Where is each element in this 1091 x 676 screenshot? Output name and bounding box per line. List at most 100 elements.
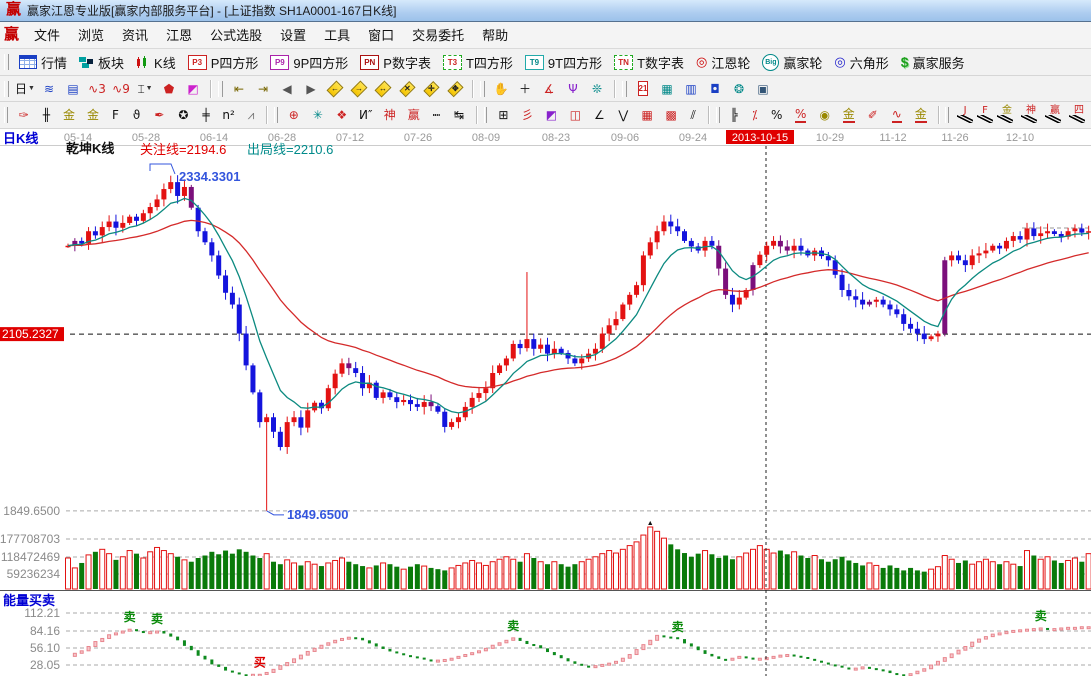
draw-wave-band-button[interactable]: ∿: [885, 104, 909, 126]
nav-memo-button[interactable]: ▥: [679, 78, 703, 100]
draw-brush-button[interactable]: ✑: [12, 104, 36, 126]
nav-zoom-out-x-button[interactable]: ↔: [371, 78, 395, 100]
main-t-number-table-button[interactable]: TN T数字表: [608, 51, 690, 73]
nav-last-bar-button[interactable]: ⇥: [251, 78, 275, 100]
toolbar-grip: [273, 107, 278, 123]
draw-f-grid-button[interactable]: F: [105, 104, 126, 126]
main-p-square-button[interactable]: P3 P四方形: [182, 51, 265, 73]
nav-web-refresh-button[interactable]: ❂: [727, 78, 751, 100]
draw-scale-ruler-button[interactable]: ╠: [724, 104, 745, 126]
draw-shen-angle-button[interactable]: 神: [1017, 104, 1041, 126]
main-kline-button[interactable]: K线: [130, 51, 182, 73]
draw-time-cycle-button[interactable]: ✪: [171, 104, 195, 126]
menu-formula-picker[interactable]: 公式选股: [210, 28, 263, 43]
draw-gold-channel-button[interactable]: 金: [837, 104, 861, 126]
draw-percent-button[interactable]: %: [765, 104, 789, 126]
menu-trade[interactable]: 交易委托: [412, 28, 465, 43]
draw-pen-angle-button[interactable]: ✐: [861, 104, 885, 126]
draw-circle-cross-button[interactable]: ⊕: [282, 104, 306, 126]
draw-gold-grid-button[interactable]: 金: [57, 104, 81, 126]
nav-volume-profile-button[interactable]: ◩: [181, 78, 205, 100]
nav-smart-mode-button[interactable]: ❊: [585, 78, 609, 100]
draw-box-star-button[interactable]: ❖: [330, 104, 354, 126]
draw-ruler-123-button[interactable]: ┉: [426, 104, 447, 126]
main-winner-service-button[interactable]: $ 赢家服务: [895, 51, 971, 73]
draw-gann-box-button[interactable]: ⊞: [491, 104, 515, 126]
draw-f-angle-button[interactable]: F: [973, 104, 993, 126]
draw-gann-grid-button[interactable]: ╫: [36, 104, 57, 126]
main-hexagon-button[interactable]: ◎ 六角形: [828, 51, 894, 73]
menu-settings[interactable]: 设置: [280, 28, 307, 43]
nav-wave-9-button[interactable]: ∿9: [109, 78, 133, 100]
draw-k-prime-button[interactable]: И″: [354, 104, 378, 126]
draw-v-wave-button[interactable]: ⋁: [611, 104, 635, 126]
menu-window[interactable]: 窗口: [368, 28, 395, 43]
nav-calendar-button[interactable]: 21: [631, 78, 655, 100]
nav-wave-3-button[interactable]: ∿3: [85, 78, 109, 100]
nav-next-bar-button[interactable]: ▶: [299, 78, 323, 100]
menu-browse[interactable]: 浏览: [78, 28, 105, 43]
chart-canvas[interactable]: 05-14 05-28 06-14 06-28 07-12 07-26 08-09 08-23…: [0, 129, 1091, 676]
nav-prev-bar-button[interactable]: ◀: [275, 78, 299, 100]
nav-candle-style-button[interactable]: ⌶ ▼: [133, 78, 157, 100]
draw-gold-rail-button[interactable]: 金: [909, 104, 933, 126]
draw-parallels-button[interactable]: ⫽: [683, 104, 703, 126]
menu-help[interactable]: 帮助: [482, 28, 509, 43]
nav-angle-measure-button[interactable]: ∡: [537, 78, 561, 100]
draw-brush-grid-button[interactable]: ✒: [147, 104, 171, 126]
menu-tools[interactable]: 工具: [324, 28, 351, 43]
draw-gold-angle-button[interactable]: 金: [993, 104, 1017, 126]
draw-fan-grid-button[interactable]: ◫: [563, 104, 587, 126]
main-t-square-button[interactable]: T3 T四方形: [437, 51, 519, 73]
main-sectors-button[interactable]: 板块: [73, 51, 130, 73]
main-9p-square-button[interactable]: P9 9P四方形: [264, 51, 354, 73]
draw-spiral-button[interactable]: ϑ: [126, 104, 147, 126]
draw-percent-7-button[interactable]: ⁒: [745, 104, 765, 126]
draw-dense-grid-button[interactable]: ▦: [635, 104, 659, 126]
main-gann-wheel-button[interactable]: ◎ 江恩轮: [690, 51, 756, 73]
draw-fan-box-button[interactable]: ◩: [539, 104, 563, 126]
draw-si-angle-button[interactable]: 四: [1065, 104, 1089, 126]
nav-hand-drag-button[interactable]: ✋: [489, 78, 513, 100]
draw-win-angle-button[interactable]: 赢: [1041, 104, 1065, 126]
svg-text:08-09: 08-09: [472, 132, 500, 144]
nav-gann-region-button[interactable]: ⬟: [157, 78, 181, 100]
draw-gann-fan-button[interactable]: 彡: [515, 104, 539, 126]
nav-zoom-out-all-button[interactable]: ✥: [443, 78, 467, 100]
main-9t-square-button[interactable]: T9 9T四方形: [519, 51, 608, 73]
nav-first-bar-button[interactable]: ⇤: [227, 78, 251, 100]
nav-zoom-in-x-button[interactable]: ✕: [395, 78, 419, 100]
nav-overlay-chart-button[interactable]: ≋: [37, 78, 61, 100]
v-wave-icon: ⋁: [618, 108, 629, 122]
draw-star-grid-button[interactable]: ✳: [306, 104, 330, 126]
draw-n-squared-button[interactable]: n²: [217, 104, 241, 126]
main-quotes-button[interactable]: 行情: [13, 51, 73, 73]
draw-gold-circle-button[interactable]: ◉: [813, 104, 837, 126]
draw-price-grid-button[interactable]: ╪: [195, 104, 216, 126]
nav-pan-right-button[interactable]: →: [347, 78, 371, 100]
nav-pan-left-button[interactable]: ←: [323, 78, 347, 100]
menu-news[interactable]: 资讯: [122, 28, 149, 43]
nav-fork-tool-button[interactable]: Ψ: [561, 78, 585, 100]
draw-trend-angle-button[interactable]: ∠: [587, 104, 611, 126]
zoom-out-x-icon: ↔: [374, 80, 392, 97]
nav-info-panel-button[interactable]: ▤: [61, 78, 85, 100]
nav-zoom-in-all-button[interactable]: ✛: [419, 78, 443, 100]
main-winner-wheel-button[interactable]: Big 赢家轮: [756, 51, 828, 73]
draw-j-angle-button[interactable]: J: [953, 104, 974, 126]
draw-percent-line-button[interactable]: %: [789, 104, 813, 126]
draw-span-measure-button[interactable]: ↹: [447, 104, 471, 126]
draw-shen-grid-button[interactable]: 神: [378, 104, 402, 126]
main-p-number-table-button[interactable]: PN P数字表: [354, 51, 437, 73]
draw-dense-grid-2-button[interactable]: ▩: [659, 104, 683, 126]
nav-period-day-button[interactable]: 日 ▼: [13, 78, 37, 100]
nav-crosshair-button[interactable]: ＋: [513, 78, 537, 100]
nav-remote-pc-button[interactable]: ▣: [751, 78, 775, 100]
nav-calculator-button[interactable]: ▦: [655, 78, 679, 100]
draw-win-grid-button[interactable]: 赢: [402, 104, 426, 126]
menu-gann[interactable]: 江恩: [166, 28, 193, 43]
menu-file[interactable]: 文件: [34, 28, 61, 43]
draw-gold-grid-2-button[interactable]: 金: [81, 104, 105, 126]
nav-save-button[interactable]: ◘: [703, 78, 727, 100]
draw-mirror-fold-button[interactable]: ⩘: [241, 104, 262, 126]
